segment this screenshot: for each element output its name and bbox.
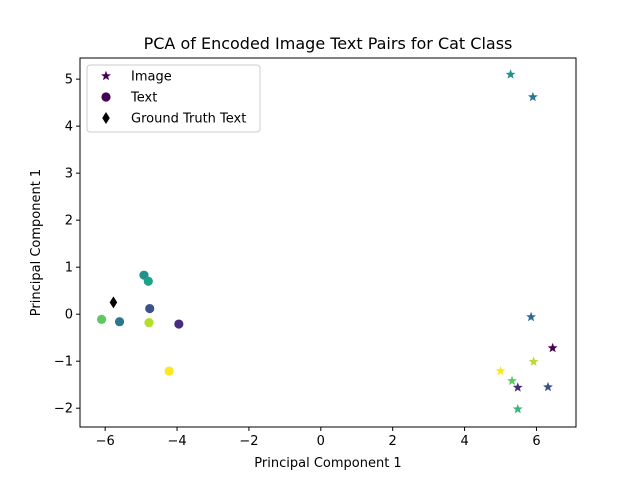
legend-image-label: Image	[131, 70, 172, 85]
text-point	[164, 366, 174, 376]
image-point	[495, 365, 506, 376]
legend-frame	[86, 64, 261, 133]
x-tick-label: 0	[317, 434, 325, 449]
y-axis: −2 −1 0 1 2 3 4 5	[54, 73, 80, 417]
y-axis-label: Principal Component 1	[29, 169, 44, 316]
chart-title: PCA of Encoded Image Text Pairs for Cat …	[144, 34, 513, 53]
y-tick-label: 5	[65, 73, 73, 88]
text-point	[96, 314, 107, 324]
text-point	[143, 276, 153, 286]
image-point	[543, 381, 553, 392]
text-point	[144, 318, 154, 328]
x-axis-label: Principal Component 1	[254, 456, 401, 471]
x-axis: −6 −4 −2 0 2 4 6	[96, 427, 541, 449]
data-points	[96, 69, 558, 414]
x-tick-label: −6	[96, 434, 115, 449]
legend-ground-truth-text-marker	[102, 112, 110, 124]
text-point	[114, 317, 125, 327]
image-point	[526, 311, 537, 322]
x-tick-label: −2	[239, 434, 258, 449]
y-tick-label: 4	[65, 120, 73, 135]
image-point	[527, 91, 538, 102]
y-tick-label: 1	[65, 261, 73, 276]
y-tick-label: 0	[65, 308, 73, 323]
image-point	[528, 356, 539, 366]
ground-truth-text-point	[109, 296, 118, 309]
x-tick-label: 4	[460, 434, 468, 449]
image-point	[507, 375, 517, 386]
legend-ground-truth-text-label: Ground Truth Text	[131, 112, 246, 127]
text-point	[145, 303, 155, 314]
y-tick-label: −2	[54, 402, 73, 417]
legend-text-label: Text	[130, 91, 157, 106]
y-tick-label: 2	[65, 214, 73, 229]
legend: Image Text Ground Truth Text	[86, 64, 261, 133]
image-point	[505, 69, 516, 79]
image-point	[512, 403, 523, 414]
y-tick-label: 3	[65, 167, 73, 182]
y-tick-label: −1	[54, 355, 73, 370]
image-point	[547, 342, 558, 353]
x-tick-label: 6	[532, 434, 540, 449]
legend-image-marker	[101, 70, 111, 81]
x-tick-label: −4	[167, 434, 186, 449]
plot-area	[79, 57, 577, 428]
x-tick-label: 2	[389, 434, 397, 449]
image-point	[512, 382, 523, 392]
text-point	[174, 319, 184, 329]
legend-text-marker	[101, 92, 111, 102]
